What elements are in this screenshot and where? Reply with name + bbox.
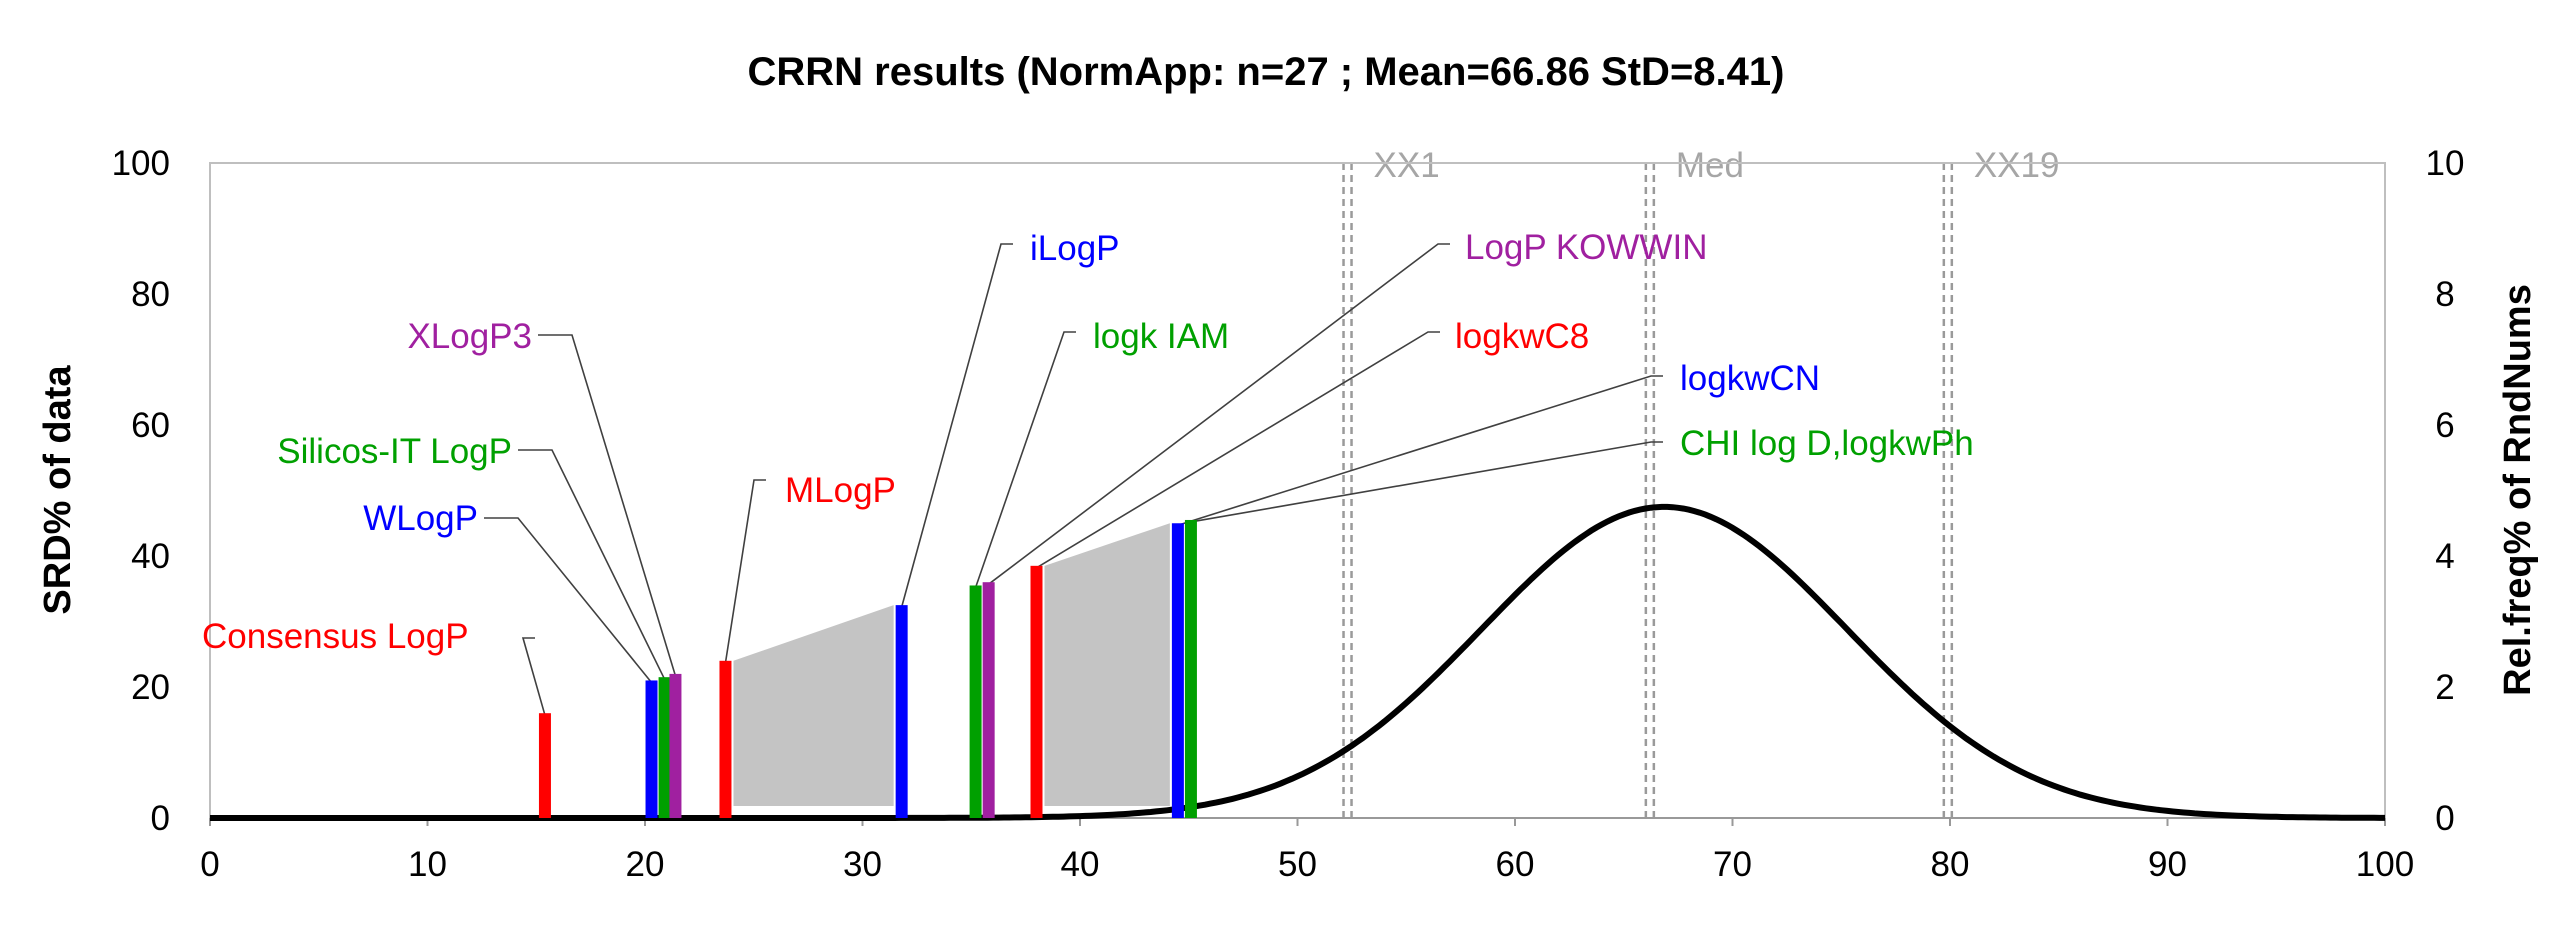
label-logp-kowwin: LogP KOWWIN (1465, 228, 1707, 267)
leader-mlogp (724, 479, 766, 663)
leader-wlogp (484, 517, 653, 683)
label-wlogp: WLogP (363, 499, 478, 538)
y-tick-label: 100 (112, 144, 170, 183)
label-silicos-it-logp: Silicos-IT LogP (277, 432, 512, 471)
bar-ilogp (895, 605, 908, 818)
y2-tick-label: 8 (2435, 275, 2454, 314)
bar-mlogp (719, 660, 732, 818)
bar-consensus-logp (538, 713, 551, 818)
chart-title: CRRN results (NormApp: n=27 ; Mean=66.86… (748, 50, 1785, 94)
x-tick-label: 50 (1278, 845, 1317, 884)
y-axis-label: SRD% of data (37, 365, 79, 615)
x-tick-label: 40 (1061, 845, 1100, 884)
x-tick-label: 100 (2356, 845, 2414, 884)
y-tick-label: 0 (151, 799, 170, 838)
leader-consensus-logp (521, 637, 546, 716)
y2-tick-label: 6 (2435, 406, 2454, 445)
y2-tick-label: 2 (2435, 668, 2454, 707)
label-ilogp: iLogP (1030, 229, 1120, 268)
y-tick-label: 40 (131, 537, 170, 576)
label-chi-log-d-logkwph: CHI log D,logkwPh (1680, 424, 1974, 463)
leader-ilogp (900, 243, 1013, 608)
x-tick-label: 90 (2148, 845, 2187, 884)
plot-frame (209, 162, 2386, 819)
bar-wlogp (645, 680, 658, 818)
marker-label-med: Med (1676, 146, 1744, 185)
tick-labels: 0 10 20 30 40 50 60 70 80 90 100 0 20 40 60 80 100 0 2 4 6 8 1… (112, 144, 2465, 884)
x-tick-label: 70 (1713, 845, 1752, 884)
label-xlogp3: XLogP3 (407, 317, 532, 356)
bar-silicos-it-logp (658, 677, 671, 818)
x-tick-label: 60 (1496, 845, 1535, 884)
distribution-curve (210, 503, 2385, 821)
shaded-ranges (733, 523, 1170, 806)
axes (209, 162, 2386, 826)
label-mlogp: MLogP (785, 471, 896, 510)
leader-xlogp3 (538, 334, 677, 677)
leader-logk-iam (974, 331, 1076, 588)
bar-labels: Consensus LogP WLogP Silicos-IT LogP XLogP3… (202, 228, 1974, 656)
label-consensus-logp: Consensus LogP (202, 617, 469, 656)
leader-logp-kowwin (988, 243, 1450, 585)
y-tick-label: 20 (131, 668, 170, 707)
leader-chi-log-d-logkwph (1190, 441, 1663, 523)
marker-label-xx1: XX1 (1374, 146, 1440, 185)
x-tick-label: 80 (1931, 845, 1970, 884)
shaded-range-2 (1044, 523, 1170, 806)
label-logk-iam: logk IAM (1093, 317, 1229, 356)
y-tick-label: 80 (131, 275, 170, 314)
label-logkwcn: logkwCN (1680, 359, 1820, 398)
label-logkwc8: logkwC8 (1455, 317, 1589, 356)
leader-lines (484, 243, 1663, 716)
y2-tick-label: 4 (2435, 537, 2454, 576)
distribution-curve-group (210, 503, 2385, 821)
leader-logkwcn (1177, 375, 1663, 527)
y2-tick-label: 0 (2435, 799, 2454, 838)
x-tick-label: 20 (626, 845, 665, 884)
bar-logk-iam (969, 585, 982, 818)
x-tick-label: 0 (200, 845, 219, 884)
y-tick-label: 60 (131, 406, 170, 445)
y2-tick-label: 10 (2426, 144, 2465, 183)
x-tick-label: 10 (408, 845, 447, 884)
vertical-markers: XX1 Med XX19 (1342, 146, 2060, 818)
y2-axis-label: Rel.freq% of RndNums (2497, 284, 2539, 696)
leader-logkwc8 (1036, 331, 1440, 569)
shaded-range-1 (733, 605, 894, 806)
bar-logkwc8 (1030, 565, 1043, 818)
bars (538, 519, 1197, 818)
bar-chi-log-d-logkwph (1184, 519, 1197, 818)
bar-logp-kowwin (982, 582, 995, 818)
x-tick-label: 30 (843, 845, 882, 884)
marker-label-xx19: XX19 (1974, 146, 2060, 185)
bar-logkwcn (1171, 523, 1184, 818)
leader-silicos-it-logp (518, 449, 666, 680)
bar-xlogp3 (669, 673, 682, 818)
